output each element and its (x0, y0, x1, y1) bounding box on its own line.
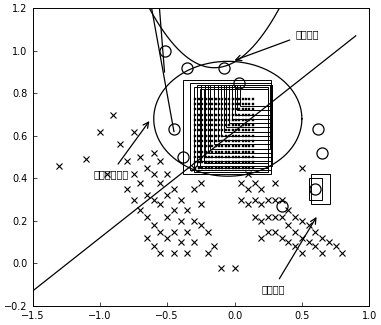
Bar (221, 85, 272, 136)
Bar (215, 85, 271, 144)
Bar (203, 89, 268, 163)
Bar (190, 83, 271, 170)
Bar (218, 85, 272, 140)
Bar (226, 85, 272, 127)
Bar (224, 85, 272, 132)
Text: 均衡后的界面: 均衡后的界面 (93, 122, 149, 179)
Bar (183, 81, 271, 174)
Bar (201, 85, 272, 161)
Bar (208, 85, 271, 153)
Text: 理想界面: 理想界面 (261, 218, 316, 294)
Bar (229, 85, 272, 123)
Bar (240, 85, 272, 106)
Bar (197, 85, 272, 165)
Bar (235, 85, 272, 114)
Bar (200, 89, 268, 168)
Bar (205, 85, 272, 157)
Bar (237, 85, 272, 110)
Bar (311, 174, 330, 204)
Bar (232, 85, 272, 119)
Bar (194, 87, 268, 172)
Bar (210, 85, 269, 149)
Text: 偏移界面: 偏移界面 (236, 29, 319, 60)
Bar (309, 178, 322, 200)
